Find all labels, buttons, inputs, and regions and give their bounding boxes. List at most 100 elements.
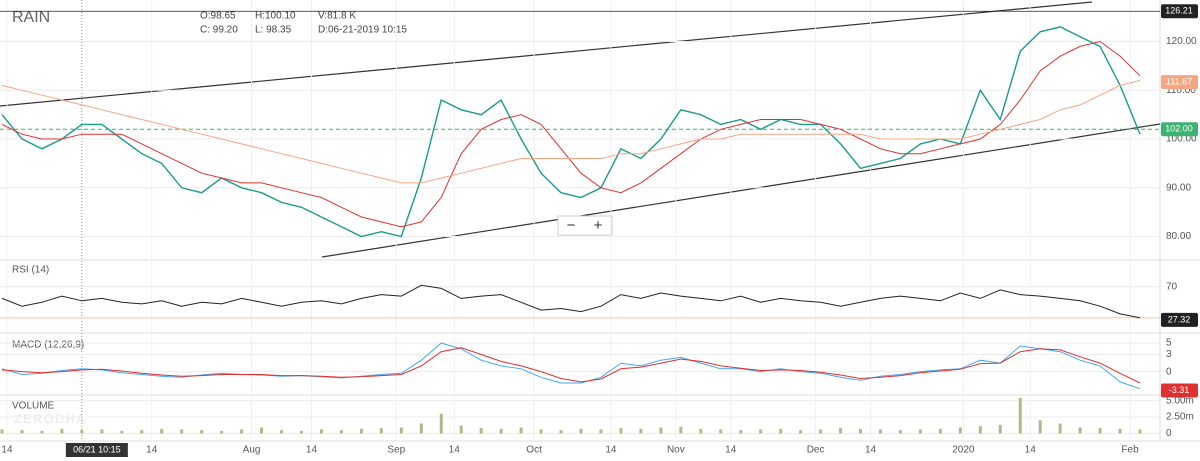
volume-bar xyxy=(160,428,164,434)
crosshair-label: 06/21 10:15 xyxy=(73,444,121,454)
series-line xyxy=(1,347,1141,384)
volume-bar xyxy=(120,430,124,434)
header-high: H:100.10 xyxy=(255,11,296,22)
x-tick-label: 14 xyxy=(1025,445,1037,456)
zoom-box xyxy=(557,215,613,236)
pane: VOLUME 5.00m 2.50m 0 xyxy=(0,395,1194,439)
header-date: D:06-21-2019 10:15 xyxy=(318,25,407,36)
watermark: ZERODHA xyxy=(14,412,87,426)
volume-bar xyxy=(339,430,343,434)
volume-bar xyxy=(60,428,64,434)
y-tick-label: 5.00m xyxy=(1166,395,1194,406)
price-marker-label: -3.31 xyxy=(1169,385,1190,395)
series-line xyxy=(1,80,1141,184)
volume-bar xyxy=(379,428,383,434)
volume-bar xyxy=(499,428,503,434)
volume-bar xyxy=(399,427,403,434)
crosshair-label-box xyxy=(65,443,128,457)
y-tick-label: 120.00 xyxy=(1166,36,1197,47)
volume-bar xyxy=(579,428,583,434)
volume-bar xyxy=(938,428,942,434)
header-low: L: 98.35 xyxy=(255,25,292,36)
x-tick-label: 14 xyxy=(146,445,158,456)
volume-bar xyxy=(639,428,643,434)
volume-bar xyxy=(519,427,523,434)
volume-bar xyxy=(80,430,84,434)
symbol-title: RAIN xyxy=(12,9,50,26)
y-tick-label: 70 xyxy=(1166,281,1178,292)
volume-bar xyxy=(878,429,882,434)
x-tick-label: 14 xyxy=(865,445,877,456)
y-tick-label: 100.00 xyxy=(1166,134,1197,145)
price-marker xyxy=(1161,122,1198,137)
volume-bar xyxy=(20,430,24,434)
zoom-out[interactable]: − xyxy=(567,217,576,234)
y-tick-label: 0 xyxy=(1166,366,1172,377)
y-tick-label: 2.50m xyxy=(1166,412,1194,423)
volume-bar xyxy=(779,428,783,434)
volume-bar xyxy=(1058,423,1062,434)
volume-bar xyxy=(859,428,863,434)
header-close: C: 99.20 xyxy=(200,25,238,36)
volume-bar xyxy=(839,428,843,434)
volume-bar xyxy=(220,430,224,434)
volume-bar xyxy=(1118,428,1122,434)
trendline xyxy=(0,1,1093,107)
volume-bar xyxy=(1138,429,1142,434)
volume-bar xyxy=(299,430,303,434)
x-tick-label: Sep xyxy=(387,445,405,456)
zoom-in[interactable]: + xyxy=(594,217,603,234)
price-marker xyxy=(1161,75,1198,90)
price-marker xyxy=(1161,383,1198,398)
volume-bar xyxy=(1098,428,1102,434)
volume-bar xyxy=(719,429,723,434)
x-tick-label: Oct xyxy=(526,445,542,456)
series-line xyxy=(1,284,1141,319)
volume-bar xyxy=(1038,420,1042,434)
volume-bar xyxy=(559,430,563,434)
volume-bar xyxy=(739,430,743,434)
x-tick-label: 14 xyxy=(1,445,13,456)
price-marker xyxy=(1161,4,1198,19)
volume-bar xyxy=(918,429,922,434)
x-tick-label: 2020 xyxy=(952,445,975,456)
volume-bar xyxy=(759,429,763,434)
price-marker xyxy=(1161,312,1198,327)
volume-bar xyxy=(619,428,623,434)
pane-title: MACD (12,26,9) xyxy=(12,340,84,351)
x-tick-label: 14 xyxy=(725,445,737,456)
y-tick-label: 80.00 xyxy=(1166,231,1191,242)
volume-bar xyxy=(819,429,823,434)
trendline xyxy=(321,123,1161,258)
volume-bar xyxy=(419,423,423,434)
volume-bar xyxy=(40,430,44,434)
y-tick-label: 3 xyxy=(1166,349,1172,360)
header-volume: V:81.8 K xyxy=(318,11,356,22)
volume-bar xyxy=(0,429,4,434)
series-line xyxy=(1,26,1141,238)
volume-bar xyxy=(479,428,483,434)
volume-bar xyxy=(978,426,982,434)
volume-bar xyxy=(319,429,323,434)
price-marker-label: 126.21 xyxy=(1165,6,1193,16)
y-tick-label: 5 xyxy=(1166,338,1172,349)
y-tick-label: 110.00 xyxy=(1166,85,1196,96)
x-tick-label: Dec xyxy=(807,445,825,456)
pane-title: RSI (14) xyxy=(12,265,49,276)
volume-bar xyxy=(100,429,104,434)
volume-bar xyxy=(140,430,144,434)
volume-bar xyxy=(200,430,204,434)
pane-title: VOLUME xyxy=(12,401,55,412)
header-open: O:98.65 xyxy=(200,11,236,22)
y-tick-label: 0 xyxy=(1166,428,1172,439)
volume-bar xyxy=(260,427,264,434)
volume-bar xyxy=(240,429,244,434)
volume-bar xyxy=(659,427,663,434)
x-tick-label: 14 xyxy=(605,445,617,456)
volume-bar xyxy=(699,428,703,434)
volume-bar xyxy=(679,426,683,434)
x-tick-label: Feb xyxy=(1121,445,1139,456)
pane: 80.00 90.00 100.00 110.00 120.00 126.21 111.67… xyxy=(0,4,1198,242)
zoom-controls: − + xyxy=(557,215,613,236)
